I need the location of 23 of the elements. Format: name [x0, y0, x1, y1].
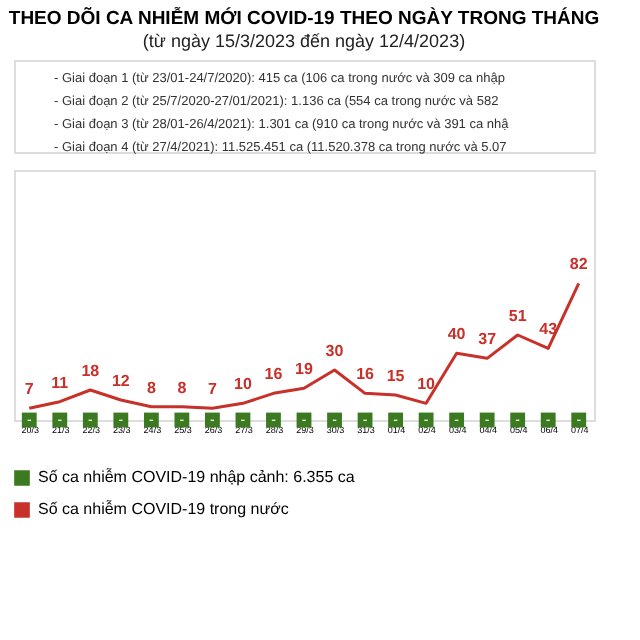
data-label: 16: [356, 365, 376, 384]
data-label: 16: [264, 365, 284, 384]
data-label: 8: [146, 378, 157, 397]
data-label: 82: [569, 255, 589, 274]
data-label: 8: [177, 378, 188, 397]
legend-label: Số ca nhiễm COVID-19 nhập cảnh: 6.355 ca: [38, 468, 356, 486]
data-label: 12: [111, 372, 131, 390]
data-label: 15: [386, 367, 406, 385]
data-label: 10: [417, 375, 437, 394]
data-label: 7: [207, 380, 218, 399]
chart-title: THEO DÕI CA NHIỄM MỚI COVID-19 THEO NGÀY TRONG THÁNG: [8, 6, 600, 30]
data-label: 18: [81, 362, 101, 380]
data-label: 40: [447, 325, 467, 344]
legend-label: Số ca nhiễm COVID-19 trong nước: [38, 500, 289, 518]
data-label: 7: [24, 380, 35, 399]
data-label: 19: [295, 360, 314, 379]
data-label: 30: [325, 342, 345, 360]
data-label: 11: [51, 373, 70, 392]
data-label: 43: [539, 320, 559, 339]
chart-subtitle: (từ ngày 15/3/2023 đến ngày 12/4/2023): [142, 31, 466, 51]
data-label: 37: [478, 330, 498, 349]
data-label: 10: [234, 375, 253, 394]
data-label: 51: [508, 307, 528, 325]
